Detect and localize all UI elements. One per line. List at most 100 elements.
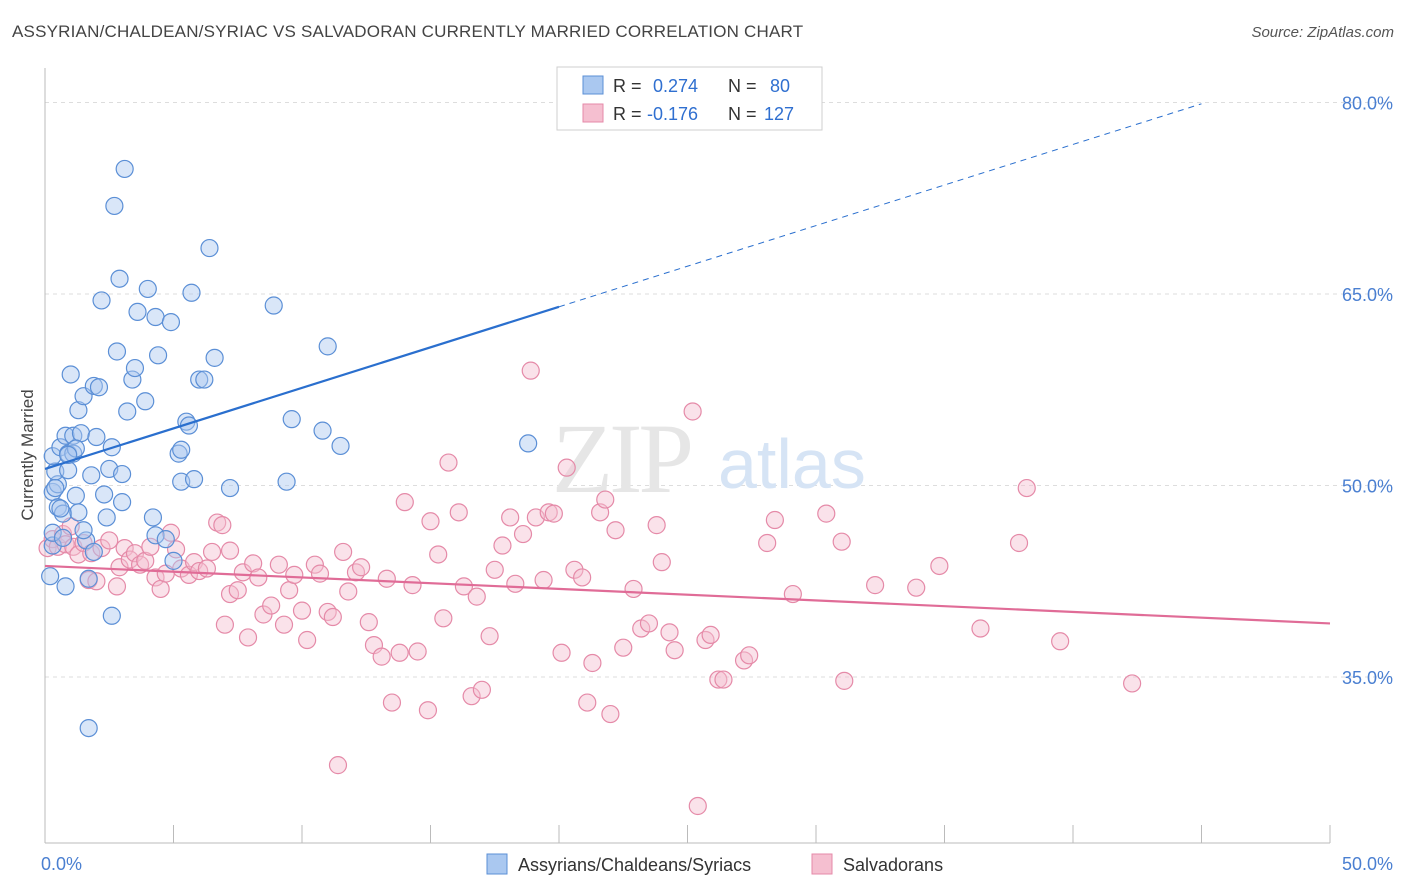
point-salvadoran — [513, 524, 533, 544]
point-salvadoran — [151, 579, 170, 599]
legend-r-label-2: R = — [613, 104, 642, 124]
point-assyrian — [184, 470, 204, 489]
point-assyrian — [264, 296, 283, 315]
point-salvadoran — [709, 670, 728, 689]
point-salvadoran — [377, 569, 396, 588]
point-assyrian — [519, 434, 538, 453]
y-tick-label: 65.0% — [1342, 285, 1393, 305]
point-salvadoran — [652, 553, 671, 572]
point-assyrian — [84, 542, 103, 562]
chart-title: ASSYRIAN/CHALDEAN/SYRIAC VS SALVADORAN C… — [12, 22, 804, 41]
point-assyrian — [61, 365, 80, 384]
point-salvadoran — [557, 458, 576, 477]
point-salvadoran — [292, 601, 312, 620]
point-assyrian — [69, 401, 88, 420]
point-assyrian — [331, 436, 350, 456]
point-assyrian — [69, 503, 88, 522]
point-salvadoran — [285, 565, 304, 585]
point-salvadoran — [318, 602, 337, 622]
point-assyrian — [112, 493, 132, 512]
x-tick-labels: 0.0% 50.0% — [41, 854, 1393, 874]
point-salvadoran — [665, 641, 684, 660]
point-assyrian — [112, 464, 132, 484]
point-salvadoran — [501, 508, 520, 527]
point-assyrian — [92, 291, 111, 310]
point-assyrian — [79, 569, 98, 588]
point-assyrian — [97, 508, 116, 527]
point-assyrian — [43, 536, 62, 555]
point-assyrian — [110, 269, 129, 288]
point-salvadoran — [208, 513, 227, 532]
point-assyrian — [161, 313, 181, 332]
point-salvadoran — [215, 615, 234, 634]
legend-bottom-label-blue: Assyrians/Chaldeans/Syriacs — [518, 855, 751, 875]
point-assyrian — [118, 402, 137, 421]
scatter-points — [38, 159, 1142, 816]
point-salvadoran — [683, 402, 702, 421]
point-salvadoran — [439, 453, 458, 472]
legend-r-value-1: 0.274 — [653, 76, 698, 96]
point-assyrian — [115, 159, 134, 179]
trend-lines — [44, 103, 1331, 625]
source-label: Source: ZipAtlas.com — [1251, 24, 1394, 41]
point-salvadoran — [817, 504, 836, 523]
point-salvadoran — [578, 693, 597, 712]
point-salvadoran — [238, 628, 258, 647]
point-salvadoran — [480, 627, 499, 646]
legend-n-value-2: 127 — [764, 104, 794, 124]
point-salvadoran — [1123, 674, 1142, 693]
point-salvadoran — [429, 545, 448, 564]
point-salvadoran — [434, 609, 453, 628]
point-salvadoran — [688, 796, 707, 816]
point-assyrian — [136, 392, 155, 411]
point-assyrian — [105, 196, 124, 216]
point-salvadoran — [493, 536, 512, 555]
point-salvadoran — [395, 493, 414, 512]
point-assyrian — [146, 307, 165, 327]
point-salvadoran — [298, 630, 317, 650]
y-tick-label: 80.0% — [1342, 94, 1393, 114]
point-assyrian — [43, 523, 62, 542]
legend-n-label-2: N = — [728, 104, 757, 124]
point-salvadoran — [352, 558, 371, 577]
point-salvadoran — [390, 643, 409, 662]
legend-bottom-swatch-blue — [486, 853, 508, 875]
legend-r-label-1: R = — [613, 76, 642, 96]
point-salvadoran — [462, 687, 481, 706]
point-assyrian — [220, 478, 240, 498]
point-assyrian — [172, 440, 191, 459]
point-assyrian — [182, 283, 201, 302]
point-salvadoran — [305, 555, 324, 574]
point-salvadoran — [696, 630, 715, 650]
point-salvadoran — [202, 542, 222, 562]
legend-n-value-1: 80 — [770, 76, 790, 96]
point-assyrian — [66, 486, 85, 505]
point-salvadoran — [454, 577, 474, 596]
trend-line-assyrian-extension — [558, 103, 1202, 308]
point-salvadoran — [606, 521, 625, 540]
point-salvadoran — [382, 693, 402, 712]
point-salvadoran — [421, 512, 440, 531]
y-tick-label: 35.0% — [1342, 668, 1393, 688]
point-assyrian — [143, 508, 163, 527]
point-salvadoran — [280, 581, 299, 600]
point-salvadoran — [971, 619, 990, 638]
point-salvadoran — [115, 538, 134, 558]
point-salvadoran — [100, 531, 119, 550]
point-assyrian — [59, 445, 78, 464]
point-salvadoran — [485, 560, 504, 579]
legend-top: R = 0.274 N = 80 R = -0.176 N = 127 — [556, 66, 823, 131]
point-assyrian — [71, 424, 91, 443]
point-assyrian — [41, 567, 60, 586]
point-assyrian — [125, 358, 145, 378]
point-salvadoran — [74, 533, 93, 553]
point-assyrian — [53, 504, 73, 523]
point-salvadoran — [1017, 478, 1036, 498]
point-salvadoran — [544, 504, 563, 523]
point-assyrian — [205, 348, 224, 367]
watermark: ZIP atlas — [552, 403, 866, 514]
point-assyrian — [56, 577, 75, 596]
point-assyrian — [277, 472, 296, 491]
point-salvadoran — [832, 532, 851, 551]
watermark-zip: ZIP — [552, 403, 690, 514]
